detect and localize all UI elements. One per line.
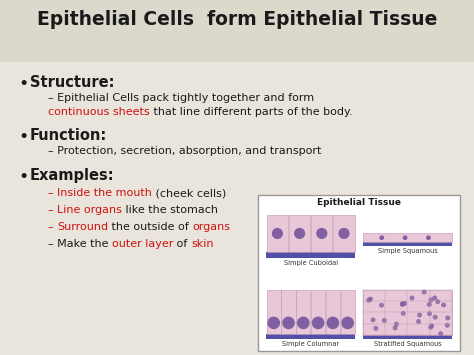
Circle shape (283, 317, 294, 328)
FancyBboxPatch shape (311, 215, 332, 252)
Circle shape (427, 236, 430, 239)
Circle shape (268, 317, 279, 328)
Circle shape (439, 332, 443, 335)
Text: •: • (18, 75, 28, 93)
Circle shape (422, 290, 426, 294)
Text: skin: skin (191, 239, 214, 249)
Circle shape (446, 323, 449, 327)
Circle shape (374, 327, 378, 330)
FancyBboxPatch shape (311, 290, 325, 334)
Circle shape (433, 315, 437, 319)
Text: Line organs: Line organs (57, 205, 122, 215)
Circle shape (327, 317, 338, 328)
FancyBboxPatch shape (340, 290, 355, 334)
FancyBboxPatch shape (363, 290, 452, 335)
Circle shape (436, 300, 439, 304)
Circle shape (339, 229, 349, 238)
Circle shape (446, 316, 449, 320)
Text: –: – (48, 205, 57, 215)
Circle shape (442, 303, 446, 307)
Circle shape (430, 324, 433, 328)
Text: of: of (173, 239, 191, 249)
Circle shape (393, 326, 397, 330)
Circle shape (428, 302, 431, 306)
Text: •: • (18, 168, 28, 186)
FancyBboxPatch shape (289, 215, 310, 252)
Circle shape (367, 298, 371, 302)
Circle shape (417, 320, 420, 323)
Text: (cheek cells): (cheek cells) (152, 188, 226, 198)
Circle shape (312, 317, 324, 328)
Circle shape (371, 318, 375, 322)
Circle shape (429, 326, 432, 329)
FancyBboxPatch shape (267, 290, 281, 334)
Text: continuous sheets: continuous sheets (48, 107, 150, 117)
FancyBboxPatch shape (326, 290, 340, 334)
Text: – Make the: – Make the (48, 239, 112, 249)
FancyBboxPatch shape (258, 195, 460, 351)
Text: outer layer: outer layer (112, 239, 173, 249)
Circle shape (401, 312, 405, 315)
Text: Epithelial Cells  form Epithelial Tissue: Epithelial Cells form Epithelial Tissue (37, 10, 437, 29)
FancyBboxPatch shape (363, 233, 452, 242)
FancyBboxPatch shape (333, 215, 355, 252)
Text: – Protection, secretion, absorption, and transport: – Protection, secretion, absorption, and… (48, 146, 321, 156)
Text: •: • (18, 128, 28, 146)
Text: like the stomach: like the stomach (122, 205, 218, 215)
Circle shape (369, 297, 372, 301)
Text: organs: organs (192, 222, 230, 232)
Circle shape (403, 236, 407, 239)
Circle shape (342, 317, 353, 328)
Text: Simple Columnar: Simple Columnar (282, 341, 339, 347)
Circle shape (380, 236, 383, 239)
Text: Inside the mouth: Inside the mouth (57, 188, 152, 198)
Circle shape (383, 319, 386, 322)
Text: the outside of: the outside of (108, 222, 192, 232)
FancyBboxPatch shape (267, 215, 288, 252)
Circle shape (403, 302, 406, 305)
Text: Examples:: Examples: (30, 168, 115, 183)
Text: Structure:: Structure: (30, 75, 115, 90)
Circle shape (410, 296, 414, 300)
Text: that line different parts of the body.: that line different parts of the body. (150, 107, 352, 117)
FancyBboxPatch shape (363, 335, 452, 339)
Text: Stratified Squamous: Stratified Squamous (374, 341, 441, 347)
FancyBboxPatch shape (266, 252, 355, 258)
Circle shape (273, 229, 283, 238)
Circle shape (298, 317, 309, 328)
Circle shape (317, 229, 327, 238)
FancyBboxPatch shape (363, 242, 452, 246)
Circle shape (395, 322, 398, 326)
Circle shape (428, 312, 431, 316)
FancyBboxPatch shape (266, 334, 355, 339)
Text: Simple Squamous: Simple Squamous (378, 248, 438, 254)
Circle shape (295, 229, 304, 238)
FancyBboxPatch shape (296, 290, 310, 334)
FancyBboxPatch shape (0, 0, 474, 62)
Circle shape (401, 302, 404, 306)
Text: Simple Cuboidal: Simple Cuboidal (283, 261, 338, 267)
FancyBboxPatch shape (282, 290, 296, 334)
Text: Function:: Function: (30, 128, 107, 143)
Text: Epithelial Tissue: Epithelial Tissue (317, 198, 401, 207)
Text: – Epithelial Cells pack tightly together and form: – Epithelial Cells pack tightly together… (48, 93, 314, 103)
Text: –: – (48, 188, 57, 198)
Text: –: – (48, 222, 57, 232)
Circle shape (418, 313, 421, 317)
Circle shape (401, 302, 404, 305)
Circle shape (380, 304, 383, 307)
Text: Surround: Surround (57, 222, 108, 232)
Circle shape (433, 296, 437, 300)
Circle shape (429, 298, 433, 302)
